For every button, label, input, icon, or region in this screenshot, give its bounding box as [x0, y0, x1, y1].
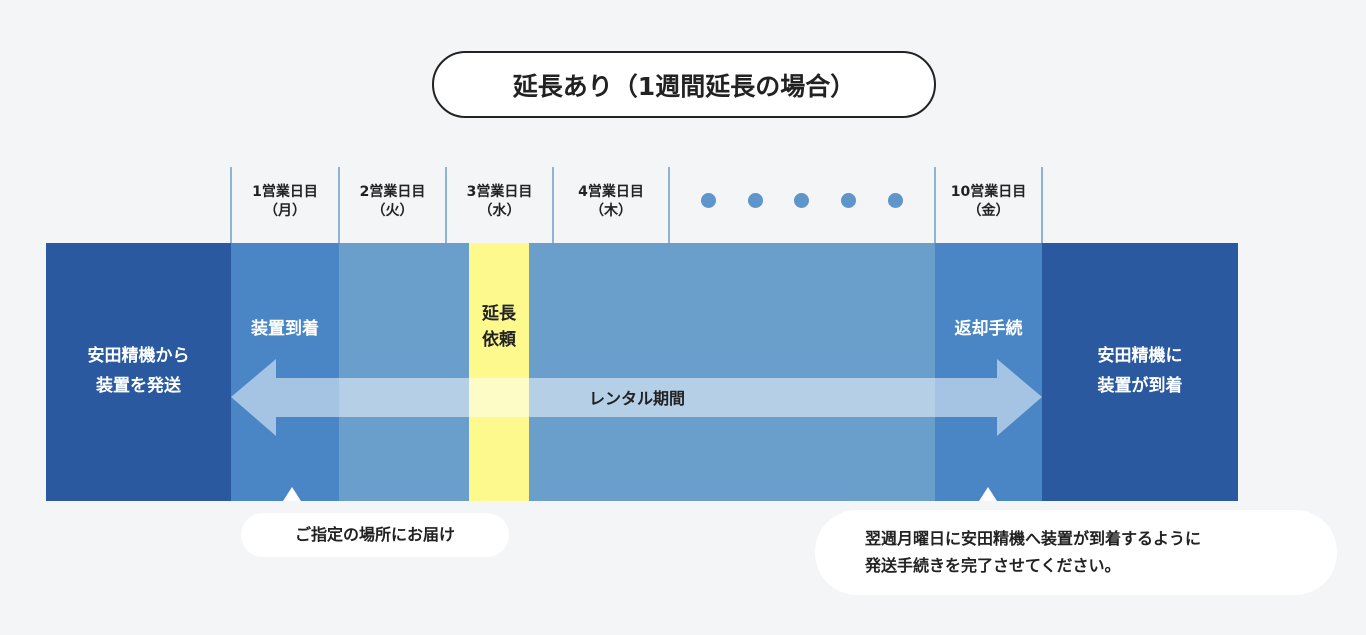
return-label: 返却手続: [954, 319, 1023, 339]
day-header-4: 4営業日目 （木）: [553, 183, 669, 221]
arrival-label: 装置到着: [251, 319, 319, 339]
ellipsis-dot: [841, 193, 856, 208]
extension-label: 延長 依頼: [482, 304, 516, 350]
day-label: 10営業日目: [950, 184, 1027, 200]
return-block: 返却手続: [935, 243, 1042, 501]
rental-period-label: レンタル期間: [588, 389, 685, 408]
ellipsis-dot: [701, 193, 716, 208]
ellipsis-dot: [794, 193, 809, 208]
rental-days-block: [339, 243, 935, 501]
arrival-block: 装置到着: [231, 243, 339, 501]
extension-block: 延長 依頼: [469, 243, 529, 501]
day-label: 1営業日目: [252, 184, 318, 200]
day-header-1: 1営業日目 （月）: [231, 183, 339, 221]
divider: [230, 167, 232, 243]
day-header-2: 2営業日目 （火）: [339, 183, 446, 221]
callout-pointer: [979, 487, 997, 501]
divider: [552, 167, 554, 243]
ellipsis-dot: [888, 193, 903, 208]
weekday-label: （月）: [264, 203, 306, 219]
divider: [668, 167, 670, 243]
ellipsis-dot: [748, 193, 763, 208]
day-header-10: 10営業日目 （金）: [935, 183, 1042, 221]
divider: [934, 167, 936, 243]
divider: [338, 167, 340, 243]
day-label: 3営業日目: [466, 184, 533, 200]
weekday-label: （火）: [371, 203, 414, 219]
divider: [1041, 167, 1043, 243]
return-note: 翌週月曜日に安田精機へ装置が到着するように 発送手続きを完了させてください。: [815, 510, 1337, 595]
weekday-label: （木）: [590, 203, 632, 219]
ship-label: 安田精機から 装置を発送: [87, 346, 190, 396]
callout-pointer: [283, 487, 301, 501]
received-label: 安田精機に 装置が到着: [1097, 346, 1183, 396]
ship-block: 安田精機から 装置を発送: [46, 243, 231, 501]
weekday-label: （金）: [967, 203, 1010, 219]
weekday-label: （水）: [478, 203, 521, 219]
divider: [445, 167, 447, 243]
delivery-note: ご指定の場所にお届け: [241, 513, 509, 557]
day-label: 4営業日目: [578, 184, 644, 200]
day-label: 2営業日目: [359, 184, 426, 200]
day-header-3: 3営業日目 （水）: [446, 183, 553, 221]
received-block: 安田精機に 装置が到着: [1042, 243, 1238, 501]
page-title: 延長あり（1週間延長の場合）: [432, 51, 936, 118]
